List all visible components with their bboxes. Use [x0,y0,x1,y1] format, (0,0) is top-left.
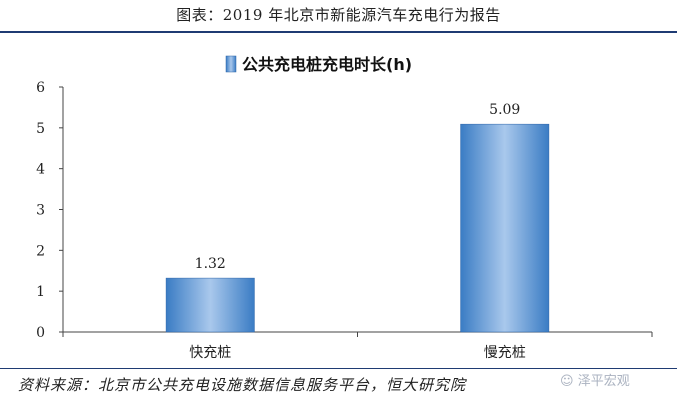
x-category-label: 慢充桩 [484,344,526,361]
figure-title: 图表：2019 年北京市新能源汽车充电行为报告 [176,6,501,24]
chart-labels: 1.32 快充桩 5.09 慢充桩 [189,102,526,361]
y-tick-label: 1 [36,284,45,300]
chart-legend: 公共充电桩充电时长(h) [225,55,412,74]
watermark: ☺ 泽平宏观 [560,370,630,389]
watermark-text: 泽平宏观 [577,374,630,389]
y-tick-label: 5 [36,121,45,137]
bar [460,123,550,333]
legend-label: 公共充电桩充电时长(h) [242,55,412,74]
top-rule [0,31,677,33]
chart-axes: 0 1 2 3 4 5 6 [36,80,653,341]
y-tick-label: 3 [36,203,45,219]
legend-swatch [225,55,237,73]
bar [165,277,255,333]
y-tick-label: 6 [36,80,45,96]
x-category-label: 快充桩 [189,344,231,361]
bottom-rule [0,368,677,369]
source-note: 资料来源：北京市公共充电设施数据信息服务平台，恒大研究院 [18,376,467,394]
data-label: 1.32 [195,256,226,272]
y-tick-label: 0 [36,325,45,341]
data-label: 5.09 [489,102,520,118]
y-tick-label: 4 [36,162,45,178]
y-tick-label: 2 [36,243,45,259]
wechat-icon: ☺ [560,374,578,389]
chart-bars [165,123,550,333]
